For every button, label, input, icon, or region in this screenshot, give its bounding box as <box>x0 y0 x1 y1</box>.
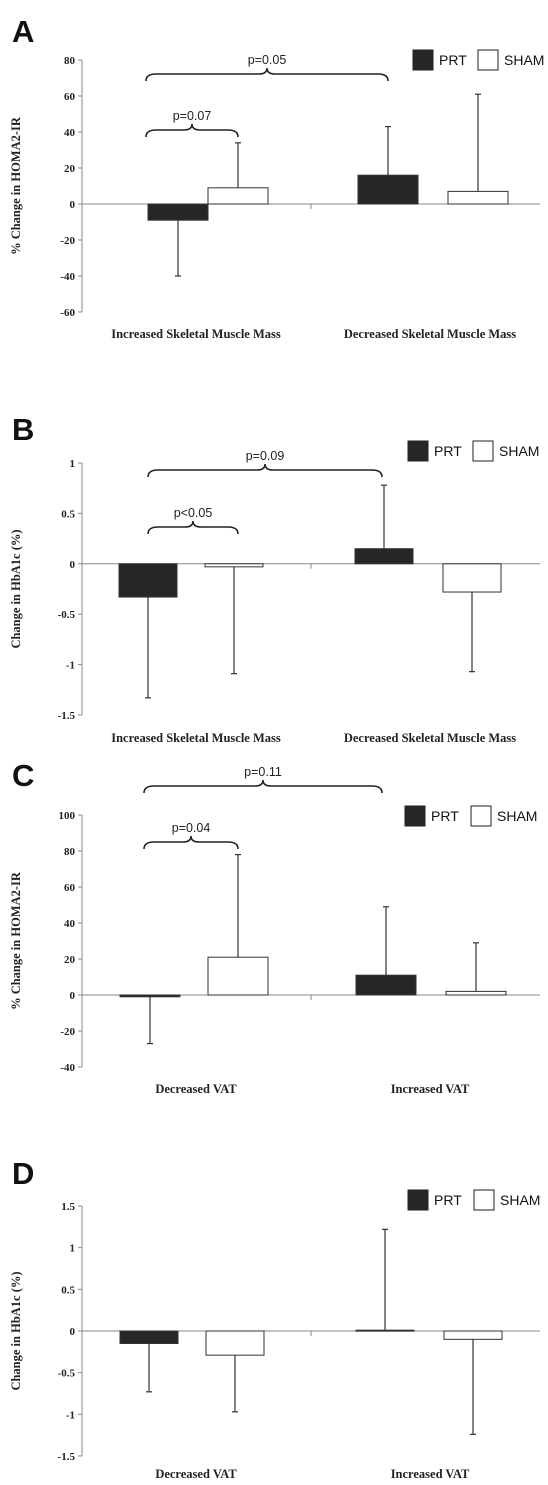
y-tick-label: 0 <box>70 1326 76 1338</box>
sham-bar <box>207 187 269 205</box>
chart-panel-b: B -1.5 -1 -0.5 0 0.5 1 Change in HbA1c (%) Incre… <box>9 412 540 745</box>
sham-bar <box>207 956 269 996</box>
chart-panel-c: C -40 -20 0 20 40 60 80 100 % Change in HOMA2-IR D… <box>9 758 540 1096</box>
y-tick-label: -40 <box>60 1062 75 1074</box>
y-tick-label: -1.5 <box>58 710 76 722</box>
sham-bar <box>447 190 509 205</box>
y-tick-label: 40 <box>64 918 76 930</box>
y-tick-label: 0 <box>70 199 76 211</box>
legend-sham-label: SHAM <box>500 1192 540 1208</box>
y-tick-label: 60 <box>64 882 76 894</box>
legend-sham-label: SHAM <box>504 52 544 68</box>
y-tick-label: -20 <box>60 1026 75 1038</box>
legend-sham-swatch <box>477 49 499 71</box>
p-value-label: p=0.05 <box>248 53 287 67</box>
prt-bar <box>118 563 178 598</box>
y-axis-label: Change in HbA1c (%) <box>9 1271 23 1390</box>
y-tick-label: 80 <box>64 846 76 858</box>
panel-letter: B <box>12 412 34 447</box>
y-tick-label: -1 <box>66 1409 75 1421</box>
category-label: Decreased Skeletal Muscle Mass <box>344 731 516 745</box>
y-tick-label: -1 <box>66 660 75 672</box>
y-tick-label: 60 <box>64 91 76 103</box>
legend-prt-label: PRT <box>431 808 459 824</box>
chart-panel-a: A -60 -40 -20 0 20 40 60 80 % Change in HOMA2-IR I… <box>9 14 544 341</box>
p-value-label: p=0.11 <box>244 765 282 779</box>
significance-bracket <box>143 779 383 794</box>
sham-bar <box>445 990 507 996</box>
category-label: Decreased Skeletal Muscle Mass <box>344 327 516 341</box>
prt-bar <box>355 1329 415 1332</box>
y-tick-label: 1 <box>70 458 76 470</box>
p-value-label: p=0.04 <box>172 821 211 835</box>
y-tick-label: 20 <box>64 163 76 175</box>
significance-bracket <box>145 67 389 82</box>
y-tick-label: 0 <box>70 990 76 1002</box>
prt-bar <box>355 974 417 996</box>
legend-prt-swatch <box>407 1189 429 1211</box>
legend-sham-label: SHAM <box>497 808 537 824</box>
p-value-label: p<0.05 <box>174 506 213 520</box>
y-tick-label: 20 <box>64 954 76 966</box>
p-value-label: p=0.09 <box>246 449 285 463</box>
y-tick-label: 0 <box>70 559 76 571</box>
y-tick-label: 1 <box>70 1243 76 1255</box>
y-tick-label: 0.5 <box>61 1284 75 1296</box>
y-tick-label: -0.5 <box>58 1368 76 1380</box>
category-label: Decreased VAT <box>155 1467 237 1481</box>
prt-bar <box>119 1330 179 1344</box>
category-label: Increased Skeletal Muscle Mass <box>111 327 281 341</box>
sham-bar <box>443 1330 503 1340</box>
significance-bracket <box>145 123 239 138</box>
y-tick-label: 1.5 <box>61 1201 75 1213</box>
legend-prt-label: PRT <box>439 52 467 68</box>
legend-sham-swatch <box>472 440 494 462</box>
y-tick-label: -40 <box>60 271 75 283</box>
legend-prt-swatch <box>404 805 426 827</box>
y-axis-label: % Change in HOMA2-IR <box>9 871 23 1010</box>
sham-bar <box>442 563 502 593</box>
category-label: Decreased VAT <box>155 1082 237 1096</box>
sham-bar <box>204 563 264 568</box>
y-axis-label: Change in HbA1c (%) <box>9 529 23 648</box>
y-tick-label: -1.5 <box>58 1451 76 1463</box>
prt-bar <box>354 548 414 565</box>
y-tick-label: 100 <box>59 810 76 822</box>
prt-bar <box>357 174 419 205</box>
category-label: Increased Skeletal Muscle Mass <box>111 731 281 745</box>
legend-prt-label: PRT <box>434 1192 462 1208</box>
chart-panel-d: D -1.5 -1 -0.5 0 0.5 1 1.5 Change in HbA1c (%) De… <box>9 1156 540 1481</box>
y-tick-label: 0.5 <box>61 508 75 520</box>
panel-letter: A <box>12 14 34 49</box>
legend-sham-swatch <box>473 1189 495 1211</box>
category-label: Increased VAT <box>391 1082 470 1096</box>
y-tick-label: 40 <box>64 127 76 139</box>
significance-bracket <box>147 520 239 535</box>
prt-bar <box>119 994 181 998</box>
significance-bracket <box>143 835 239 850</box>
panel-letter: D <box>12 1156 34 1191</box>
y-tick-label: 80 <box>64 55 76 67</box>
legend-prt-label: PRT <box>434 443 462 459</box>
y-tick-label: -20 <box>60 235 75 247</box>
category-label: Increased VAT <box>391 1467 470 1481</box>
prt-bar <box>147 203 209 221</box>
y-tick-label: -60 <box>60 307 75 319</box>
y-tick-label: -0.5 <box>58 609 76 621</box>
p-value-label: p=0.07 <box>173 109 212 123</box>
legend-prt-swatch <box>407 440 429 462</box>
legend-sham-swatch <box>470 805 492 827</box>
panel-letter: C <box>12 758 34 793</box>
y-axis-label: % Change in HOMA2-IR <box>9 116 23 255</box>
legend-sham-label: SHAM <box>499 443 539 459</box>
legend-prt-swatch <box>412 49 434 71</box>
significance-bracket <box>147 463 383 478</box>
sham-bar <box>205 1330 265 1356</box>
